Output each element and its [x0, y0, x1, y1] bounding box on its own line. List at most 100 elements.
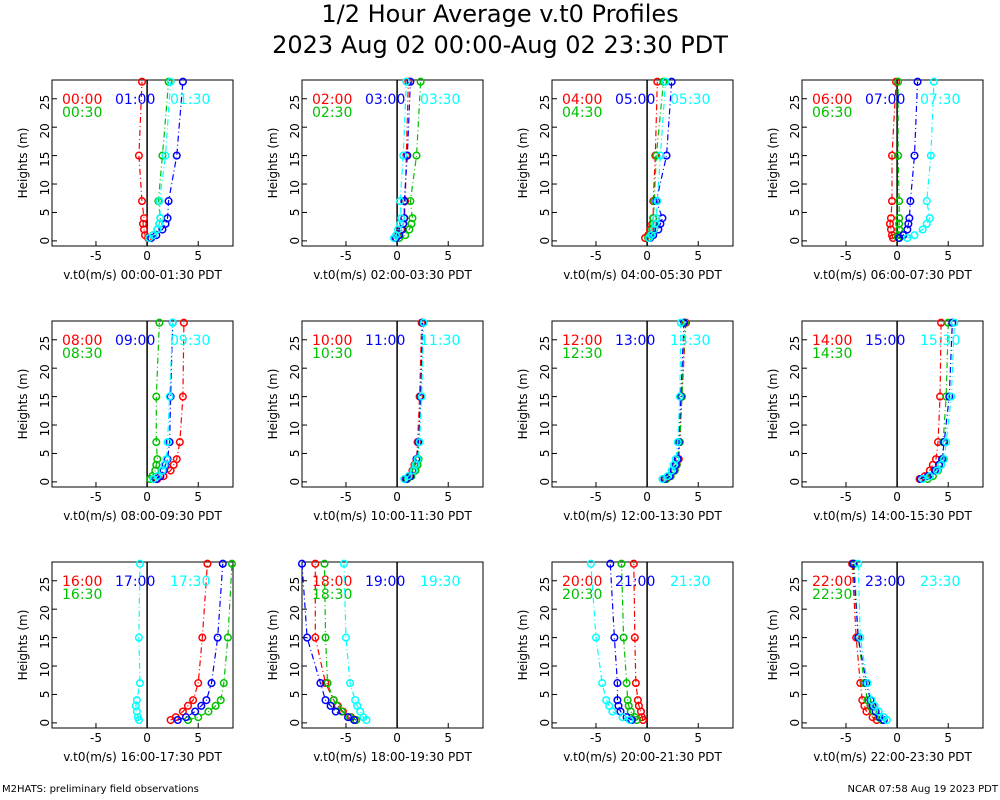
data-point [133, 713, 142, 722]
x-tick-label: 5 [194, 249, 202, 263]
data-point [661, 77, 670, 86]
y-tick-label: 25 [38, 336, 52, 351]
y-tick-label: 15 [538, 152, 552, 167]
data-point [671, 455, 680, 464]
x-axis-label: v.t0(m/s) 16:00-17:30 PDT [63, 750, 222, 764]
data-point [922, 197, 931, 206]
y-tick-label: 0 [38, 719, 52, 727]
data-point [219, 679, 228, 688]
y-tick-label: 0 [38, 237, 52, 245]
panel: -5 0 5 0 5 10 15 20 25 v.t0(m/s) 22:00-23:30 PDT H… [766, 559, 984, 764]
data-point [950, 318, 959, 327]
y-tick-label: 10 [288, 662, 302, 677]
data-point [166, 77, 175, 86]
y-tick-label: 0 [38, 478, 52, 486]
data-point [178, 392, 187, 401]
plot-frame [551, 79, 734, 247]
data-point [227, 559, 237, 568]
y-tick-label: 20 [38, 364, 52, 379]
data-point [652, 214, 661, 223]
legend-label: 16:00 [62, 574, 102, 590]
data-point [925, 214, 934, 223]
y-tick-label: 25 [538, 577, 552, 592]
legend-label: 05:00 [615, 92, 655, 108]
data-point [606, 559, 615, 568]
data-point [203, 559, 212, 568]
y-tick-label: 5 [288, 449, 302, 457]
x-tick-label: -5 [840, 249, 852, 263]
y-tick-label: 20 [538, 605, 552, 620]
data-point [131, 701, 140, 710]
data-point [135, 679, 144, 688]
y-axis-label: Heights (m) [766, 128, 780, 199]
data-point [408, 214, 417, 223]
data-point [339, 559, 348, 568]
data-point [895, 225, 904, 234]
data-point [311, 559, 320, 568]
y-tick-label: 20 [288, 364, 302, 379]
data-point [886, 225, 896, 234]
plot-frame [301, 320, 484, 488]
data-point [942, 438, 951, 447]
data-point [396, 219, 405, 228]
plot-frame [51, 79, 234, 247]
x-tick-label: 0 [893, 490, 901, 504]
data-point [351, 696, 360, 705]
y-tick-label: 15 [38, 393, 52, 408]
profile-line [609, 563, 633, 721]
y-tick-label: 10 [38, 180, 52, 195]
data-point [676, 318, 685, 327]
data-point [858, 696, 867, 705]
data-point [213, 633, 222, 642]
data-point [631, 679, 640, 688]
data-point [204, 707, 213, 716]
y-tick-label: 10 [788, 662, 802, 677]
data-point [417, 392, 426, 401]
data-point [326, 701, 335, 710]
x-axis-label: v.t0(m/s) 10:00-11:30 PDT [313, 509, 472, 523]
profile-line [152, 322, 174, 480]
data-point [135, 559, 144, 568]
x-tick-label: 0 [393, 731, 401, 745]
profile-line [149, 81, 170, 239]
x-axis-label: v.t0(m/s) 22:00-23:30 PDT [813, 750, 972, 764]
data-point [175, 438, 184, 447]
footer-right: NCAR 07:58 Aug 19 2023 PDT [847, 784, 998, 795]
profile-line [666, 322, 686, 480]
data-point [152, 392, 161, 401]
profile-line [403, 322, 425, 480]
legend-label: 12:30 [562, 346, 602, 362]
data-point [602, 696, 611, 705]
data-point [910, 151, 919, 160]
y-tick-label: 5 [538, 690, 552, 698]
data-point [139, 225, 149, 234]
y-tick-label: 0 [538, 719, 552, 727]
legend-label: 16:30 [62, 587, 102, 603]
data-point [932, 466, 942, 475]
data-point [617, 559, 626, 568]
x-tick-label: 5 [944, 731, 952, 745]
legend-label: 06:00 [812, 92, 852, 108]
data-point [903, 233, 912, 243]
y-tick-label: 0 [788, 719, 802, 727]
y-tick-label: 15 [288, 634, 302, 649]
y-axis-label: Heights (m) [266, 369, 280, 440]
plot-frame [301, 79, 484, 247]
data-point [879, 713, 888, 722]
data-point [404, 472, 413, 481]
x-tick-label: 5 [444, 490, 452, 504]
data-point [223, 633, 232, 642]
x-axis-label: v.t0(m/s) 20:00-21:30 PDT [563, 750, 722, 764]
data-point [407, 219, 416, 228]
data-point [400, 197, 409, 206]
data-point [625, 715, 634, 725]
legend-label: 20:30 [562, 587, 602, 603]
y-tick-label: 5 [538, 208, 552, 216]
data-point [179, 318, 188, 327]
data-point [155, 197, 164, 206]
legend-label: 05:30 [670, 92, 710, 108]
y-tick-label: 10 [538, 662, 552, 677]
data-point [178, 77, 187, 86]
data-point [321, 696, 330, 705]
x-axis-label: v.t0(m/s) 14:00-15:30 PDT [813, 509, 972, 523]
